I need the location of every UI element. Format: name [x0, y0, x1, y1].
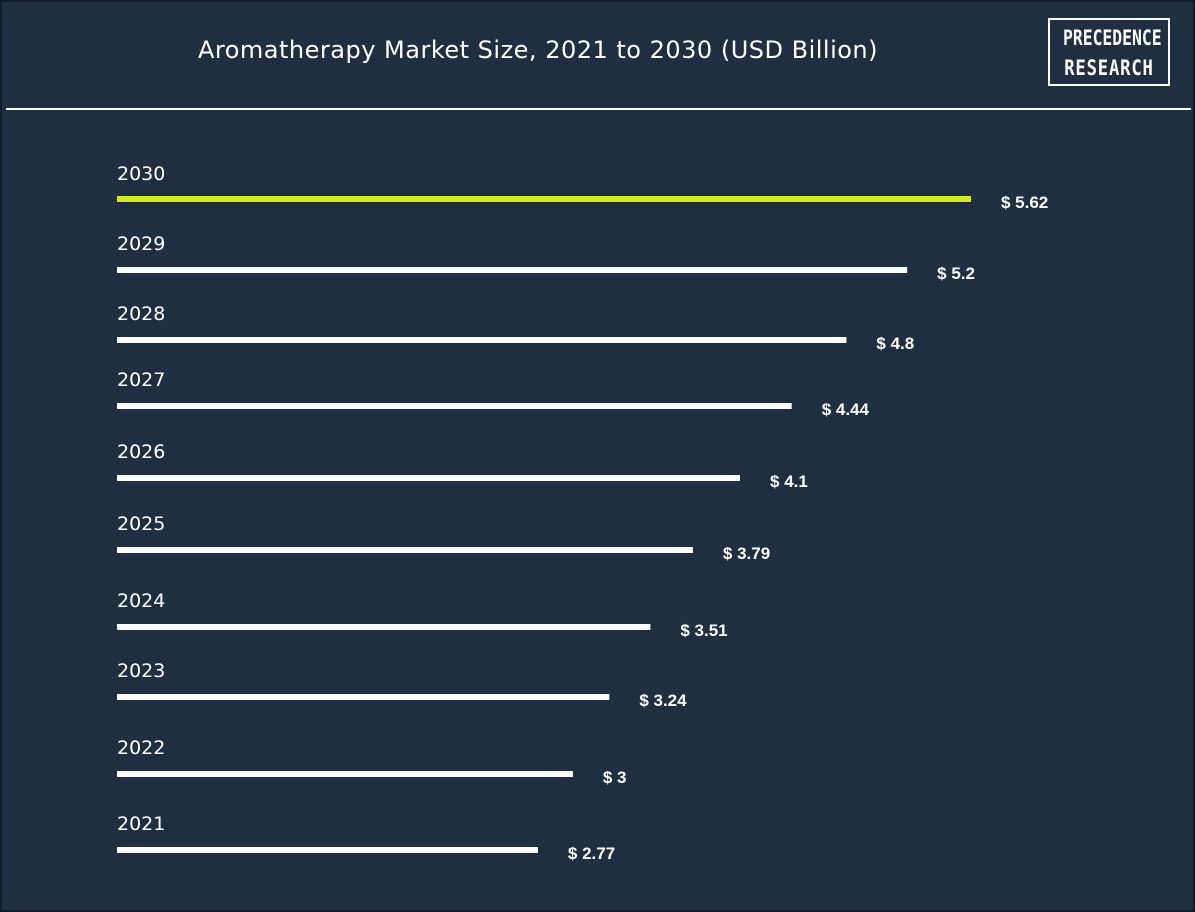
bar-2025 [117, 547, 693, 553]
value-label-2023: $ 3.24 [639, 691, 687, 710]
category-label-2022: 2022 [117, 737, 165, 759]
bar-2030 [117, 196, 971, 202]
bar-2027 [117, 403, 792, 409]
value-label-2025: $ 3.79 [723, 544, 770, 563]
logo-line-1: PRECEDENCE [1062, 26, 1162, 50]
value-label-2026: $ 4.1 [770, 472, 808, 491]
value-label-2027: $ 4.44 [822, 400, 870, 419]
category-label-2030: 2030 [117, 163, 165, 185]
category-label-2023: 2023 [117, 660, 165, 682]
category-label-2025: 2025 [117, 513, 165, 535]
category-label-2029: 2029 [117, 233, 165, 255]
value-label-2022: $ 3 [603, 768, 627, 787]
bar-2026 [117, 475, 741, 481]
precedence-research-logo: PRECEDENCE RESEARCH [1048, 18, 1170, 86]
logo-line-2: RESEARCH [1064, 56, 1154, 80]
category-label-2021: 2021 [117, 813, 165, 835]
category-label-2028: 2028 [117, 303, 165, 325]
value-label-2021: $ 2.77 [568, 844, 615, 863]
bar-2024 [117, 624, 651, 630]
value-label-2030: $ 5.62 [1001, 193, 1048, 212]
bar-2029 [117, 267, 908, 273]
bar-2028 [117, 337, 847, 343]
category-label-2026: 2026 [117, 441, 165, 463]
category-label-2024: 2024 [117, 590, 165, 612]
bar-2021 [117, 847, 538, 853]
bar-2023 [117, 694, 610, 700]
header-divider [6, 108, 1191, 110]
chart-title: Aromatherapy Market Size, 2021 to 2030 (… [197, 36, 878, 64]
value-label-2024: $ 3.51 [680, 621, 727, 640]
value-label-2028: $ 4.8 [876, 334, 914, 353]
bar-2022 [117, 771, 573, 777]
category-label-2027: 2027 [117, 369, 165, 391]
value-label-2029: $ 5.2 [937, 264, 975, 283]
